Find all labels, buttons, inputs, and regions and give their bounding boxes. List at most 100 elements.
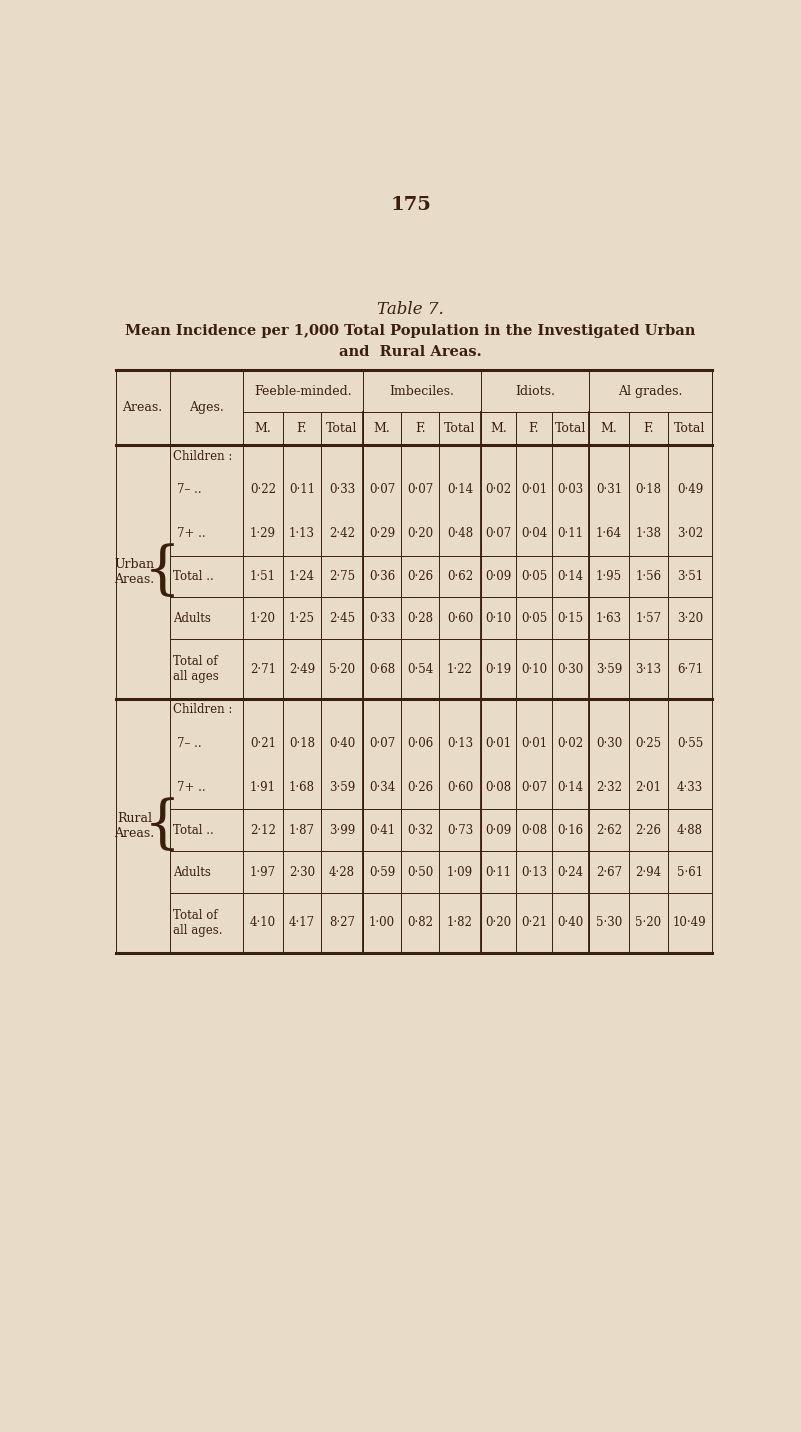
Text: F.: F. — [643, 422, 654, 435]
Text: 8·27: 8·27 — [329, 916, 355, 929]
Text: 1·56: 1·56 — [635, 570, 662, 583]
Text: 0·36: 0·36 — [369, 570, 395, 583]
Text: 0·33: 0·33 — [328, 483, 355, 495]
Text: and  Rural Areas.: and Rural Areas. — [339, 345, 482, 359]
Text: 3·59: 3·59 — [328, 780, 355, 793]
Text: 0·07: 0·07 — [369, 483, 395, 495]
Text: 0·32: 0·32 — [407, 823, 433, 836]
Text: 7+ ..: 7+ .. — [177, 527, 206, 540]
Text: 0·21: 0·21 — [521, 916, 547, 929]
Text: M.: M. — [255, 422, 272, 435]
Text: 2·49: 2·49 — [288, 663, 315, 676]
Text: 6·71: 6·71 — [677, 663, 703, 676]
Text: 1·95: 1·95 — [596, 570, 622, 583]
Text: 175: 175 — [390, 196, 431, 215]
Text: 2·62: 2·62 — [596, 823, 622, 836]
Text: 0·04: 0·04 — [521, 527, 547, 540]
Text: F.: F. — [415, 422, 425, 435]
Text: 0·60: 0·60 — [447, 780, 473, 793]
Text: 3·20: 3·20 — [677, 611, 703, 624]
Text: 0·31: 0·31 — [596, 483, 622, 495]
Text: 10·49: 10·49 — [673, 916, 706, 929]
Text: 1·97: 1·97 — [250, 865, 276, 878]
Text: Mean Incidence per 1,000 Total Population in the Investigated Urban: Mean Incidence per 1,000 Total Populatio… — [125, 324, 696, 338]
Text: 0·08: 0·08 — [521, 823, 547, 836]
Text: 1·29: 1·29 — [250, 527, 276, 540]
Text: 0·15: 0·15 — [557, 611, 584, 624]
Text: 5·20: 5·20 — [329, 663, 355, 676]
Text: 0·01: 0·01 — [521, 483, 547, 495]
Text: 0·14: 0·14 — [447, 483, 473, 495]
Text: 0·08: 0·08 — [485, 780, 512, 793]
Text: 0·41: 0·41 — [369, 823, 395, 836]
Text: 4·88: 4·88 — [677, 823, 703, 836]
Text: 0·02: 0·02 — [485, 483, 512, 495]
Text: 0·05: 0·05 — [521, 570, 547, 583]
Text: 3·99: 3·99 — [328, 823, 355, 836]
Text: 2·01: 2·01 — [635, 780, 662, 793]
Text: 1·09: 1·09 — [447, 865, 473, 878]
Text: 0·07: 0·07 — [369, 736, 395, 749]
Text: 0·50: 0·50 — [407, 865, 433, 878]
Text: 2·12: 2·12 — [250, 823, 276, 836]
Text: Children :: Children : — [173, 703, 232, 716]
Text: 2·67: 2·67 — [596, 865, 622, 878]
Text: 0·22: 0·22 — [250, 483, 276, 495]
Text: 0·34: 0·34 — [369, 780, 395, 793]
Text: 4·17: 4·17 — [288, 916, 315, 929]
Text: 2·32: 2·32 — [596, 780, 622, 793]
Text: Feeble-minded.: Feeble-minded. — [254, 385, 352, 398]
Text: 1·00: 1·00 — [369, 916, 395, 929]
Text: 0·20: 0·20 — [407, 527, 433, 540]
Text: 0·10: 0·10 — [485, 611, 512, 624]
Text: 0·49: 0·49 — [677, 483, 703, 495]
Text: 0·01: 0·01 — [521, 736, 547, 749]
Text: 4·33: 4·33 — [677, 780, 703, 793]
Text: 1·20: 1·20 — [250, 611, 276, 624]
Text: 0·18: 0·18 — [635, 483, 662, 495]
Text: Total ..: Total .. — [173, 570, 213, 583]
Text: 0·60: 0·60 — [447, 611, 473, 624]
Text: 0·24: 0·24 — [557, 865, 584, 878]
Text: 2·26: 2·26 — [635, 823, 662, 836]
Text: 0·68: 0·68 — [369, 663, 395, 676]
Text: 1·64: 1·64 — [596, 527, 622, 540]
Text: 1·87: 1·87 — [289, 823, 315, 836]
Text: 0·26: 0·26 — [407, 570, 433, 583]
Text: 0·25: 0·25 — [635, 736, 662, 749]
Text: {: { — [143, 544, 181, 600]
Text: Imbeciles.: Imbeciles. — [389, 385, 454, 398]
Text: 0·09: 0·09 — [485, 570, 512, 583]
Text: Rural
Areas.: Rural Areas. — [115, 812, 155, 839]
Text: 7– ..: 7– .. — [177, 736, 202, 749]
Text: Adults: Adults — [173, 611, 211, 624]
Text: 0·14: 0·14 — [557, 780, 584, 793]
Text: Total: Total — [326, 422, 357, 435]
Text: 1·57: 1·57 — [635, 611, 662, 624]
Text: 0·10: 0·10 — [521, 663, 547, 676]
Text: 0·82: 0·82 — [407, 916, 433, 929]
Text: 2·75: 2·75 — [329, 570, 355, 583]
Text: Urban
Areas.: Urban Areas. — [115, 558, 155, 586]
Text: M.: M. — [374, 422, 390, 435]
Text: M.: M. — [490, 422, 507, 435]
Text: 1·91: 1·91 — [250, 780, 276, 793]
Text: 0·03: 0·03 — [557, 483, 584, 495]
Text: 7– ..: 7– .. — [177, 483, 202, 495]
Text: 3·51: 3·51 — [677, 570, 703, 583]
Text: 0·06: 0·06 — [407, 736, 433, 749]
Text: 0·26: 0·26 — [407, 780, 433, 793]
Text: F.: F. — [529, 422, 539, 435]
Text: 0·62: 0·62 — [447, 570, 473, 583]
Text: Ages.: Ages. — [189, 401, 223, 414]
Text: 0·40: 0·40 — [328, 736, 355, 749]
Text: Total of
all ages: Total of all ages — [173, 654, 219, 683]
Text: 0·02: 0·02 — [557, 736, 584, 749]
Text: Total ..: Total .. — [173, 823, 213, 836]
Text: 0·73: 0·73 — [447, 823, 473, 836]
Text: Al grades.: Al grades. — [618, 385, 682, 398]
Text: 2·94: 2·94 — [635, 865, 662, 878]
Text: 0·30: 0·30 — [596, 736, 622, 749]
Text: 7+ ..: 7+ .. — [177, 780, 206, 793]
Text: Idiots.: Idiots. — [515, 385, 555, 398]
